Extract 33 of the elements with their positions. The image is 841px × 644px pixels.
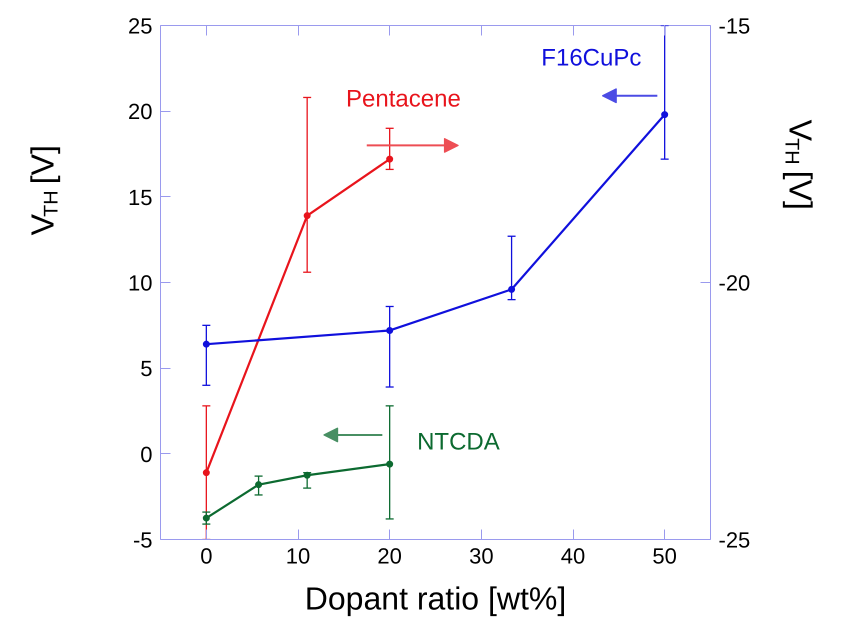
point	[386, 156, 394, 163]
point	[386, 326, 394, 334]
x-tick-label: 30	[469, 544, 494, 568]
x-tick-label: 40	[560, 544, 586, 568]
point	[386, 460, 394, 468]
x-tick-label: 10	[286, 544, 310, 568]
y-tick-label: 25	[128, 14, 153, 38]
y-axis-title: VTH [V]	[24, 145, 62, 236]
y-tick-label: 5	[140, 356, 153, 382]
y-tick-label: 20	[128, 99, 153, 124]
series-label: NTCDA	[417, 428, 500, 456]
y2-axis-title: VTH [V]	[780, 120, 818, 210]
y2-tick-label: -20	[718, 270, 750, 296]
point	[202, 340, 210, 348]
point	[202, 514, 210, 522]
point	[255, 481, 262, 488]
y-tick-label: -5	[132, 528, 152, 552]
x-tick-label: 50	[652, 544, 677, 568]
x-axis-title: Dopant ratio [wt%]	[304, 580, 566, 616]
point	[304, 472, 311, 479]
point	[202, 469, 210, 476]
text: Pentacene	[346, 86, 461, 113]
y2-tick-label: -25	[718, 528, 750, 552]
point	[304, 212, 311, 220]
series-label: F16CuPc	[541, 44, 642, 72]
y2-tick-label: -15	[718, 14, 750, 38]
x-tick-label: 20	[377, 544, 402, 568]
y-tick-label: 10	[128, 270, 153, 296]
point	[661, 111, 668, 118]
point	[508, 286, 516, 293]
y-tick-label: 0	[140, 442, 153, 467]
y-tick-label: 15	[128, 184, 153, 210]
x-tick-label: 0	[200, 544, 212, 568]
